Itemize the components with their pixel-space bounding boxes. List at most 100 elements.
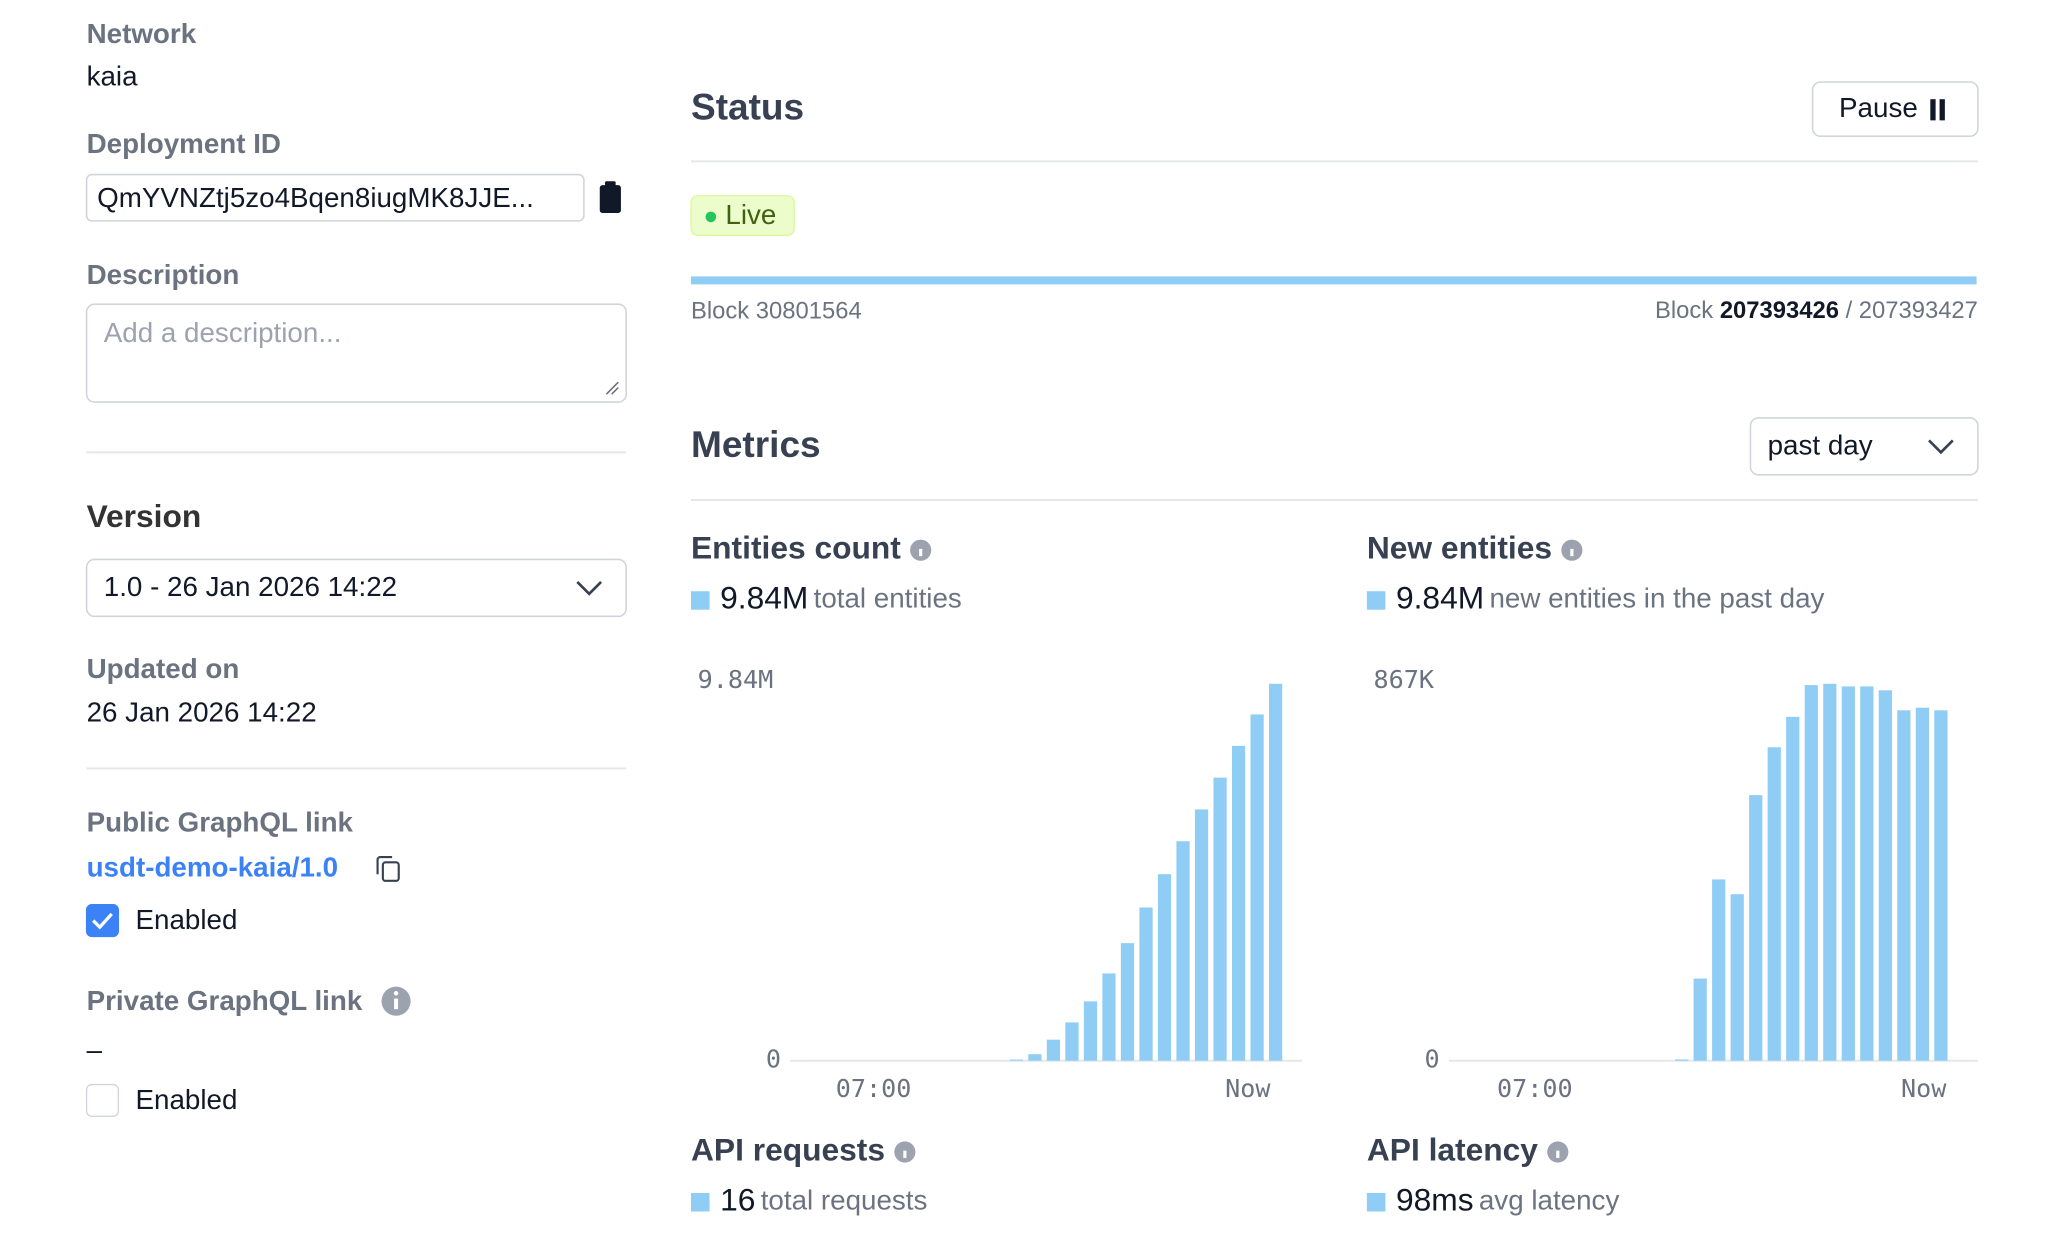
stat-value: 9.84M — [1396, 580, 1484, 616]
block-prefix: Block — [1655, 297, 1713, 324]
value: kaia — [87, 60, 138, 91]
bar — [1231, 745, 1246, 1061]
info-icon-bar — [1570, 548, 1574, 557]
y-tick-label: 0 — [766, 1045, 781, 1074]
card-stat: 98ms avg latency — [1396, 1182, 1619, 1218]
bar — [1194, 809, 1209, 1061]
checkbox[interactable] — [85, 904, 119, 938]
section-title: Status — [691, 86, 804, 128]
bar — [1915, 707, 1929, 1061]
bar — [1841, 686, 1855, 1061]
card-stat: 9.84M total entities — [720, 580, 962, 616]
chevron — [576, 581, 603, 596]
clipboard-icon[interactable] — [599, 181, 621, 213]
stat-label: new entities in the past day — [1489, 583, 1824, 614]
id-field — [85, 173, 585, 222]
label: Network — [87, 18, 197, 49]
pause-button[interactable] — [1811, 81, 1979, 138]
bar — [1878, 690, 1892, 1061]
bar — [1767, 747, 1781, 1061]
pause-icon — [1930, 99, 1945, 121]
version-select[interactable] — [85, 558, 628, 618]
live-dot — [705, 211, 717, 223]
bar — [1786, 716, 1800, 1061]
card-stat: 9.84M new entities in the past day — [1396, 580, 1825, 616]
block-current: Block 207393426 / 207393427 — [1655, 297, 1978, 324]
bar — [1065, 1022, 1079, 1061]
legend-swatch — [1366, 1192, 1386, 1212]
card-title: API latency — [1367, 1131, 1538, 1167]
block-start: Block 30801564 — [691, 297, 862, 324]
y-tick-label: 867K — [1373, 665, 1434, 694]
checkbox[interactable] — [85, 1083, 119, 1117]
placeholder: Add a description... — [104, 317, 342, 348]
bar — [1269, 683, 1283, 1061]
info-icon-bar — [919, 548, 923, 557]
value: – — [87, 1034, 103, 1065]
value: 1.0 - 26 Jan 2026 14:22 — [104, 571, 397, 602]
label: Version — [87, 498, 202, 534]
label: Public GraphQL link — [87, 806, 354, 837]
resize-handle — [605, 381, 619, 395]
section-title: Metrics — [691, 423, 821, 465]
stat-label: total entities — [814, 583, 962, 614]
check-mark — [92, 912, 113, 930]
badge-label: Live — [725, 199, 776, 230]
label: Description — [87, 259, 240, 290]
bar — [1157, 874, 1172, 1061]
stat-label: total requests — [761, 1185, 928, 1216]
value: past day — [1768, 429, 1873, 460]
y-tick-label: 0 — [1424, 1045, 1439, 1074]
bar — [1897, 710, 1911, 1061]
x-tick-label: 07:00 — [836, 1074, 912, 1103]
x-tick-label: Now — [1901, 1074, 1947, 1103]
value: 26 Jan 2026 14:22 — [87, 697, 317, 728]
range-select[interactable] — [1749, 417, 1979, 476]
bar — [1823, 683, 1837, 1061]
info-icon — [381, 986, 411, 1016]
stat-value: 9.84M — [720, 580, 808, 616]
x-tick-label: Now — [1225, 1074, 1271, 1103]
bar — [1712, 879, 1726, 1061]
checkbox-box — [85, 904, 119, 938]
card-title: New entities — [1367, 530, 1552, 566]
stat-value: 98ms — [1396, 1182, 1474, 1218]
progress-bar — [691, 276, 1977, 285]
y-tick-label: 9.84M — [698, 665, 774, 694]
link[interactable]: usdt-demo-kaia/1.0 — [87, 851, 339, 882]
checkbox-label: Enabled — [136, 1084, 238, 1115]
block-number: 207393426 — [1720, 297, 1839, 324]
bar — [1083, 1001, 1098, 1061]
card-stat: 16 total requests — [720, 1182, 927, 1218]
bar — [1730, 894, 1744, 1061]
stat-label: avg latency — [1479, 1185, 1620, 1216]
bar — [1102, 973, 1116, 1061]
bar — [1139, 907, 1153, 1061]
bar — [1213, 777, 1227, 1061]
bar — [1028, 1054, 1042, 1061]
bar — [1046, 1039, 1061, 1061]
stat-value: 16 — [720, 1182, 755, 1218]
live-badge — [690, 195, 795, 237]
bar — [1176, 841, 1190, 1061]
legend-swatch — [691, 1192, 710, 1212]
info-icon-bar — [903, 1150, 907, 1158]
label: Updated on — [87, 653, 240, 684]
label: Deployment ID — [87, 128, 281, 159]
copy-icon[interactable] — [376, 855, 400, 882]
card-title: API requests — [691, 1131, 885, 1167]
value: QmYVNZtj5zo4Bqen8iugMK8JJE... — [97, 182, 534, 213]
checkbox-label: Enabled — [136, 904, 238, 935]
description-field[interactable] — [85, 303, 628, 403]
x-tick-label: 07:00 — [1497, 1074, 1573, 1103]
block-total: / 207393427 — [1846, 297, 1978, 324]
bar — [1675, 1059, 1689, 1061]
bar — [1749, 795, 1763, 1061]
legend-swatch — [1366, 591, 1386, 610]
card-title: Entities count — [691, 530, 901, 566]
bar — [1934, 710, 1948, 1061]
chevron — [1928, 439, 1954, 455]
bar — [1693, 978, 1707, 1061]
